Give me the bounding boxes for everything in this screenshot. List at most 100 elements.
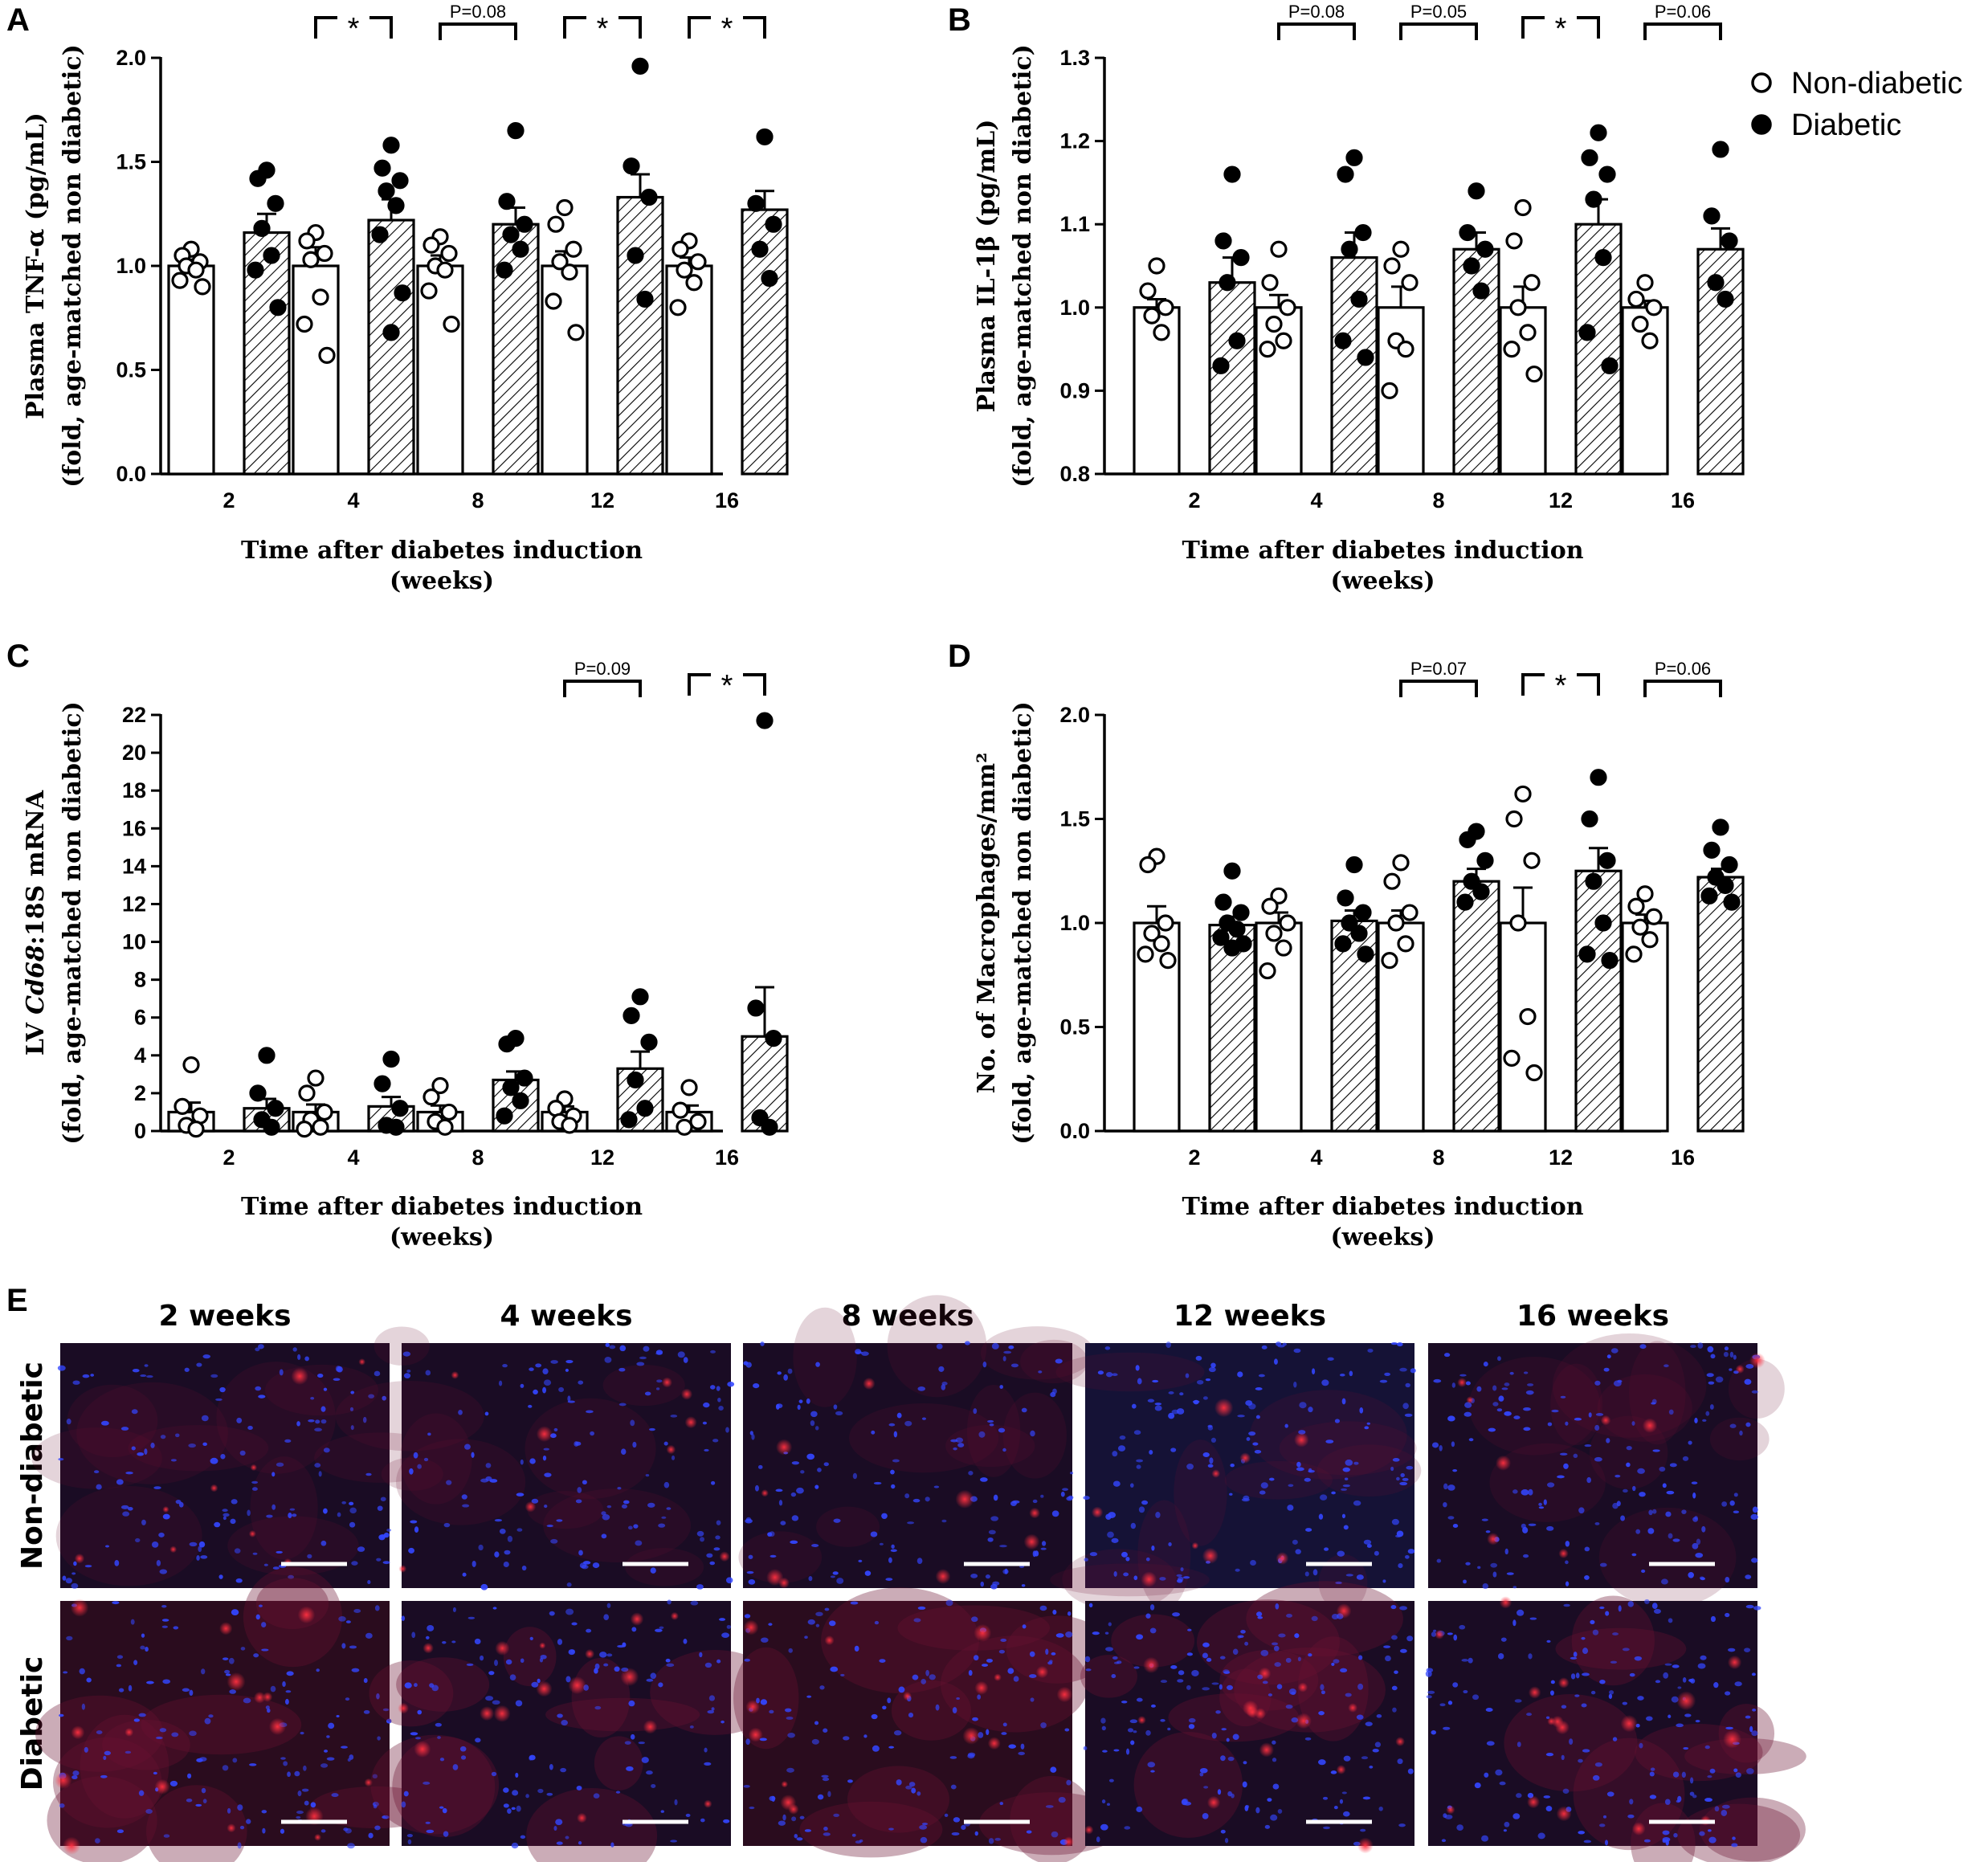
- point-non-diabetic: [1157, 299, 1174, 316]
- nucleus: [912, 1498, 921, 1503]
- nucleus: [704, 1747, 708, 1753]
- nucleus: [1029, 1674, 1037, 1679]
- nucleus: [284, 1698, 289, 1705]
- point-diabetic: [1223, 939, 1241, 957]
- nucleus: [1444, 1814, 1453, 1819]
- point-non-diabetic: [567, 324, 585, 341]
- tissue-haze: [102, 1719, 190, 1770]
- nucleus: [1150, 1704, 1156, 1708]
- x-tick-label: 4: [347, 1145, 359, 1170]
- tissue-haze: [1316, 1444, 1422, 1497]
- tissue-haze: [1168, 1693, 1300, 1742]
- nucleus: [198, 1757, 207, 1762]
- nucleus: [1187, 1628, 1192, 1631]
- y-tick-label: 0.8: [1059, 462, 1090, 486]
- nucleus: [276, 1462, 284, 1467]
- y-axis-title-part: Cd68: [22, 945, 50, 1015]
- point-diabetic: [1703, 207, 1721, 225]
- significance-label: P=0.05: [1410, 2, 1467, 22]
- point-non-diabetic: [1514, 785, 1532, 803]
- nucleus: [1443, 1483, 1448, 1490]
- nucleus: [1202, 1687, 1210, 1691]
- nucleus: [1399, 1367, 1407, 1372]
- macrophage-stain: [1499, 1596, 1512, 1609]
- nucleus: [1682, 1676, 1687, 1683]
- nucleus: [1137, 1378, 1142, 1385]
- nucleus: [341, 1501, 346, 1505]
- nucleus: [1260, 1650, 1269, 1656]
- nucleus: [1550, 1690, 1554, 1696]
- point-non-diabetic: [443, 315, 460, 333]
- nucleus: [1706, 1373, 1714, 1378]
- point-non-diabetic: [1645, 299, 1663, 316]
- nucleus: [797, 1404, 801, 1411]
- nucleus: [790, 1540, 798, 1544]
- point-diabetic: [1578, 324, 1596, 341]
- nucleus: [208, 1714, 214, 1718]
- nucleus: [1390, 1605, 1397, 1610]
- nucleus: [830, 1575, 835, 1578]
- point-diabetic: [751, 240, 769, 258]
- nucleus: [810, 1420, 815, 1427]
- nucleus: [1456, 1824, 1463, 1831]
- nucleus: [999, 1802, 1004, 1806]
- nucleus: [1463, 1411, 1472, 1417]
- legend-label: Diabetic: [1791, 108, 1901, 142]
- nucleus: [443, 1522, 451, 1528]
- significance-bracket: [1577, 16, 1600, 39]
- y-tick-label: 0.0: [1059, 1119, 1090, 1143]
- x-tick-label: 2: [222, 488, 235, 512]
- point-non-diabetic: [302, 251, 320, 268]
- macrophage-stain: [1631, 1822, 1646, 1835]
- bar-diabetic: [492, 223, 540, 476]
- point-diabetic: [1337, 889, 1354, 907]
- macrophage-stain: [1457, 1378, 1468, 1387]
- point-diabetic: [1357, 945, 1374, 963]
- nucleus: [1612, 1632, 1619, 1635]
- nucleus: [1170, 1448, 1177, 1452]
- nucleus: [156, 1559, 161, 1566]
- nucleus: [324, 1750, 329, 1753]
- micrograph-row-label: Diabetic: [16, 1656, 49, 1791]
- nucleus: [276, 1550, 283, 1554]
- nucleus: [363, 1677, 368, 1684]
- nucleus: [222, 1513, 230, 1517]
- nucleus: [1662, 1830, 1670, 1835]
- nucleus: [227, 1807, 231, 1814]
- nucleus: [1013, 1676, 1019, 1682]
- nucleus: [814, 1484, 819, 1489]
- nucleus: [898, 1686, 905, 1693]
- nucleus: [492, 1700, 500, 1705]
- nucleus: [1113, 1571, 1117, 1577]
- macrophage-stain: [71, 1725, 85, 1740]
- nucleus: [201, 1668, 206, 1675]
- nucleus: [1008, 1744, 1016, 1749]
- nucleus: [520, 1658, 525, 1664]
- nucleus: [1660, 1578, 1668, 1585]
- nucleus: [1102, 1750, 1108, 1753]
- nucleus: [1100, 1717, 1106, 1724]
- nucleus: [231, 1499, 238, 1505]
- tissue-haze: [400, 1413, 472, 1505]
- nucleus: [1205, 1378, 1211, 1382]
- nucleus: [707, 1710, 715, 1714]
- nucleus: [1045, 1648, 1049, 1655]
- x-axis-title-line2: (weeks): [390, 567, 494, 595]
- nucleus: [689, 1725, 694, 1729]
- nucleus: [1745, 1574, 1752, 1579]
- nucleus: [704, 1448, 709, 1452]
- nucleus: [288, 1512, 292, 1519]
- nucleus: [1504, 1548, 1508, 1555]
- nucleus: [896, 1412, 902, 1419]
- nucleus: [617, 1644, 625, 1648]
- nucleus: [823, 1827, 828, 1831]
- nucleus: [1333, 1805, 1338, 1810]
- nucleus: [1085, 1668, 1092, 1672]
- nucleus: [1258, 1374, 1265, 1378]
- nucleus: [1124, 1826, 1131, 1830]
- macrophage-stain: [1246, 1706, 1259, 1718]
- point-non-diabetic: [1636, 885, 1654, 903]
- macrophage-stain: [480, 1706, 495, 1721]
- nucleus: [665, 1658, 671, 1663]
- nucleus: [1244, 1805, 1249, 1811]
